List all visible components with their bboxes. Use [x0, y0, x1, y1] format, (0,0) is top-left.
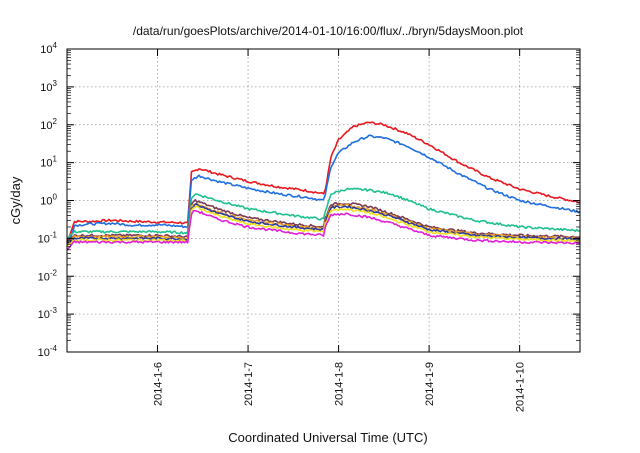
y-tick-label: 10-2: [38, 268, 58, 283]
x-tick-label: 2014-1-9: [424, 362, 436, 406]
series-line-8: [66, 209, 581, 251]
y-axis-label: cGy/day: [8, 176, 23, 224]
x-tick-labels: 2014-1-6 2014-1-7 2014-1-8 2014-1-9 2014-1-1…: [153, 362, 527, 412]
y-tick-label: 10-4: [38, 344, 58, 359]
x-tick-label: 2014-1-8: [334, 362, 346, 406]
x-tick-label: 2014-1-7: [243, 362, 255, 406]
series-line-3: [66, 187, 581, 240]
y-tick-labels: 10-4 10-3 10-2 10-1 100 101 102 103 104: [38, 41, 58, 359]
x-tick-label: 2014-1-6: [153, 362, 165, 406]
y-tick-label: 104: [40, 41, 57, 56]
y-tick-label: 10-1: [38, 230, 58, 245]
y-tick-label: 10-3: [38, 306, 58, 321]
tick-marks: [67, 48, 580, 353]
x-tick-label: 2014-1-10: [515, 362, 527, 412]
y-tick-label: 100: [40, 193, 57, 208]
y-tick-label: 102: [40, 117, 57, 132]
chart-title: /data/run/goesPlots/archive/2014-01-10/1…: [133, 24, 524, 38]
grid: [67, 49, 580, 352]
series-line-2: [66, 134, 581, 247]
x-axis-label: Coordinated Universal Time (UTC): [228, 430, 427, 445]
series-layer: [66, 121, 581, 251]
series-line-1: [66, 121, 581, 243]
y-tick-label: 103: [40, 79, 57, 94]
y-tick-label: 101: [40, 155, 57, 170]
